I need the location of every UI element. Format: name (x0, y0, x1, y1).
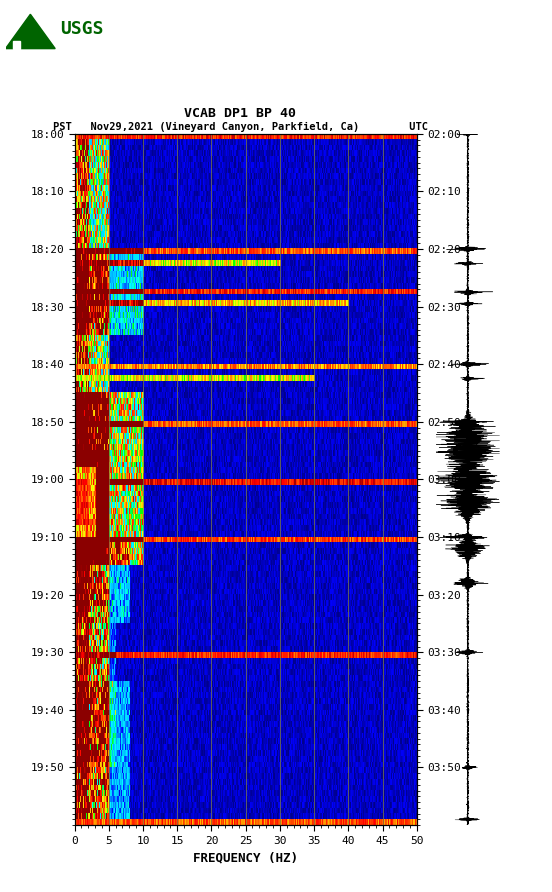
Text: PST   Nov29,2021 (Vineyard Canyon, Parkfield, Ca)        UTC: PST Nov29,2021 (Vineyard Canyon, Parkfie… (52, 122, 428, 132)
Text: USGS: USGS (60, 20, 104, 38)
Polygon shape (6, 14, 55, 49)
X-axis label: FREQUENCY (HZ): FREQUENCY (HZ) (193, 851, 298, 864)
Text: VCAB DP1 BP 40: VCAB DP1 BP 40 (184, 107, 296, 120)
Polygon shape (13, 41, 20, 49)
